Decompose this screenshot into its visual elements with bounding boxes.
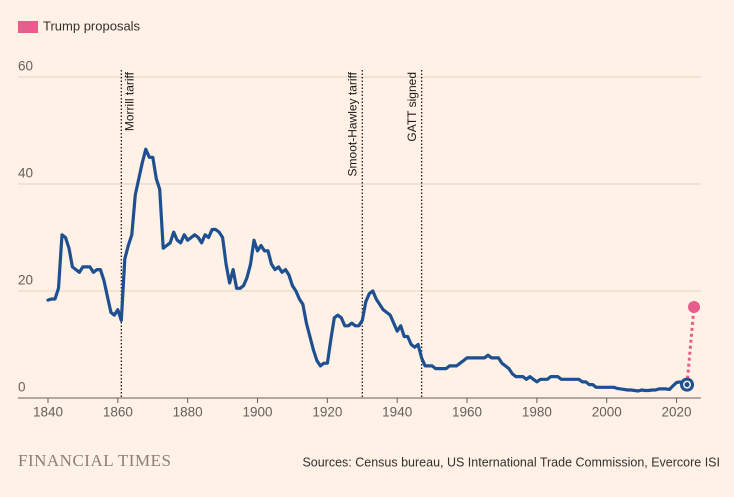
event-label: Smoot-Hawley tariff	[345, 71, 359, 176]
y-tick-label: 60	[18, 59, 33, 74]
x-tick-label: 1980	[522, 405, 552, 420]
source: Sources: Census bureau, US International…	[302, 455, 720, 469]
series-line	[46, 147, 689, 393]
event-label: GATT signed	[405, 72, 419, 142]
end-dot	[684, 382, 690, 388]
x-tick-label: 1840	[33, 405, 63, 420]
x-tick-label: 1900	[242, 405, 272, 420]
legend-swatch	[18, 21, 38, 33]
x-tick-label: 2000	[592, 405, 622, 420]
x-tick-label: 1860	[103, 405, 133, 420]
y-tick-label: 0	[18, 380, 26, 395]
x-tick-label: 1960	[452, 405, 482, 420]
x-tick-label: 1880	[173, 405, 203, 420]
y-tick-label: 20	[18, 273, 33, 288]
y-tick-label: 40	[18, 166, 33, 181]
proposal-marker	[688, 301, 701, 314]
x-tick-label: 1940	[382, 405, 412, 420]
x-tick-label: 1920	[312, 405, 342, 420]
brand: FINANCIAL TIMES	[18, 451, 171, 470]
x-tick-label: 2020	[662, 405, 692, 420]
proposal-line	[685, 306, 696, 385]
legend-label: Trump proposals	[43, 18, 141, 33]
event-label: Morrill tariff	[123, 71, 137, 131]
